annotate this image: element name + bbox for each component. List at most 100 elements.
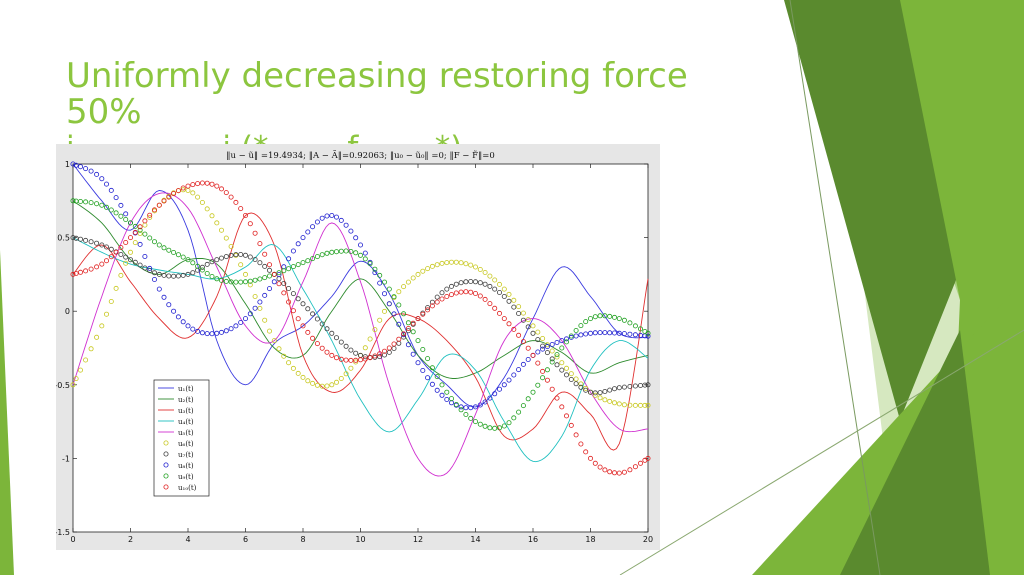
series-marker-6 (554, 354, 560, 360)
series-marker-9 (401, 311, 407, 317)
series-marker-10 (420, 311, 426, 317)
series-marker-10 (329, 352, 335, 358)
series-marker-7 (118, 252, 124, 258)
series-marker-6 (333, 379, 339, 385)
series-marker-9 (281, 268, 287, 274)
series-marker-10 (252, 230, 258, 236)
series-marker-10 (516, 332, 522, 338)
series-marker-10 (434, 299, 440, 305)
series-marker-7 (516, 310, 522, 316)
series-marker-7 (104, 244, 110, 250)
series-marker-7 (238, 252, 244, 258)
series-marker-8 (607, 330, 613, 336)
series-marker-8 (396, 321, 402, 327)
series-marker-9 (444, 389, 450, 395)
series-marker-10 (300, 323, 306, 329)
series-marker-9 (568, 333, 574, 339)
series-marker-9 (439, 382, 445, 388)
series-marker-7 (434, 294, 440, 300)
series-marker-8 (108, 187, 114, 193)
series-marker-6 (501, 286, 507, 292)
series-marker-9 (195, 263, 201, 269)
series-marker-6 (305, 378, 311, 384)
series-marker-10 (520, 339, 526, 345)
series-marker-8 (434, 387, 440, 393)
series-marker-7 (171, 273, 177, 279)
series-marker-6 (448, 259, 454, 265)
series-marker-8 (70, 161, 76, 167)
series-marker-8 (362, 250, 368, 256)
series-marker-9 (381, 279, 387, 285)
x-tick-label: 14 (470, 535, 480, 544)
series-marker-9 (94, 201, 100, 207)
series-marker-9 (209, 273, 215, 279)
series-marker-7 (108, 246, 114, 252)
series-marker-6 (439, 260, 445, 266)
series-marker-7 (377, 354, 383, 360)
series-marker-6 (549, 348, 555, 354)
series-marker-7 (214, 257, 220, 263)
series-marker-10 (128, 235, 134, 241)
series-marker-7 (209, 259, 215, 265)
y-tick-label: -0.5 (56, 381, 70, 390)
series-marker-8 (242, 316, 248, 322)
legend-label: u₃(t) (178, 407, 194, 415)
series-marker-6 (420, 268, 426, 274)
series-marker-7 (554, 362, 560, 368)
series-marker-8 (348, 228, 354, 234)
series-marker-8 (175, 314, 181, 320)
series-marker-7 (463, 279, 469, 285)
series-marker-9 (607, 313, 613, 319)
series-marker-9 (492, 425, 498, 431)
series-marker-8 (377, 280, 383, 286)
series-marker-6 (410, 275, 416, 281)
series-marker-10 (563, 413, 569, 419)
series-marker-6 (319, 383, 325, 389)
series-marker-6 (338, 375, 344, 381)
series-marker-8 (496, 386, 502, 392)
series-marker-6 (88, 346, 94, 352)
series-marker-7 (496, 289, 502, 295)
series-marker-7 (204, 261, 210, 267)
series-marker-7 (152, 270, 158, 276)
series-marker-10 (535, 360, 541, 366)
series-marker-6 (627, 402, 633, 408)
series-marker-10 (632, 464, 638, 470)
series-marker-8 (286, 256, 292, 262)
series-marker-7 (319, 321, 325, 327)
x-tick-label: 10 (355, 535, 365, 544)
series-marker-8 (535, 349, 541, 355)
series-marker-10 (266, 262, 272, 268)
series-marker-8 (223, 328, 229, 334)
series-marker-7 (573, 381, 579, 387)
series-marker-6 (535, 329, 541, 335)
series-marker-10 (410, 320, 416, 326)
series-marker-7 (487, 283, 493, 289)
series-marker-7 (549, 356, 555, 362)
series-marker-10 (568, 422, 574, 428)
series-marker-10 (429, 303, 435, 309)
series-marker-8 (247, 311, 253, 317)
series-marker-9 (458, 407, 464, 413)
series-marker-9 (348, 249, 354, 255)
series-marker-10 (314, 341, 320, 347)
series-marker-6 (458, 260, 464, 266)
series-marker-9 (333, 249, 339, 255)
series-marker-10 (506, 321, 512, 327)
series-marker-8 (166, 302, 172, 308)
series-marker-10 (276, 281, 282, 287)
series-marker-9 (338, 248, 344, 254)
series-marker-7 (632, 383, 638, 389)
series-marker-7 (242, 252, 248, 258)
series-marker-6 (612, 400, 618, 406)
series-marker-9 (616, 316, 622, 322)
series-marker-9 (372, 266, 378, 272)
series-marker-7 (602, 388, 608, 394)
series-marker-6 (300, 374, 306, 380)
series-marker-9 (161, 245, 167, 251)
series-marker-7 (305, 306, 311, 312)
series-marker-10 (612, 470, 618, 476)
series-marker-6 (314, 382, 320, 388)
series-marker-8 (645, 333, 651, 339)
series-marker-8 (83, 166, 89, 172)
